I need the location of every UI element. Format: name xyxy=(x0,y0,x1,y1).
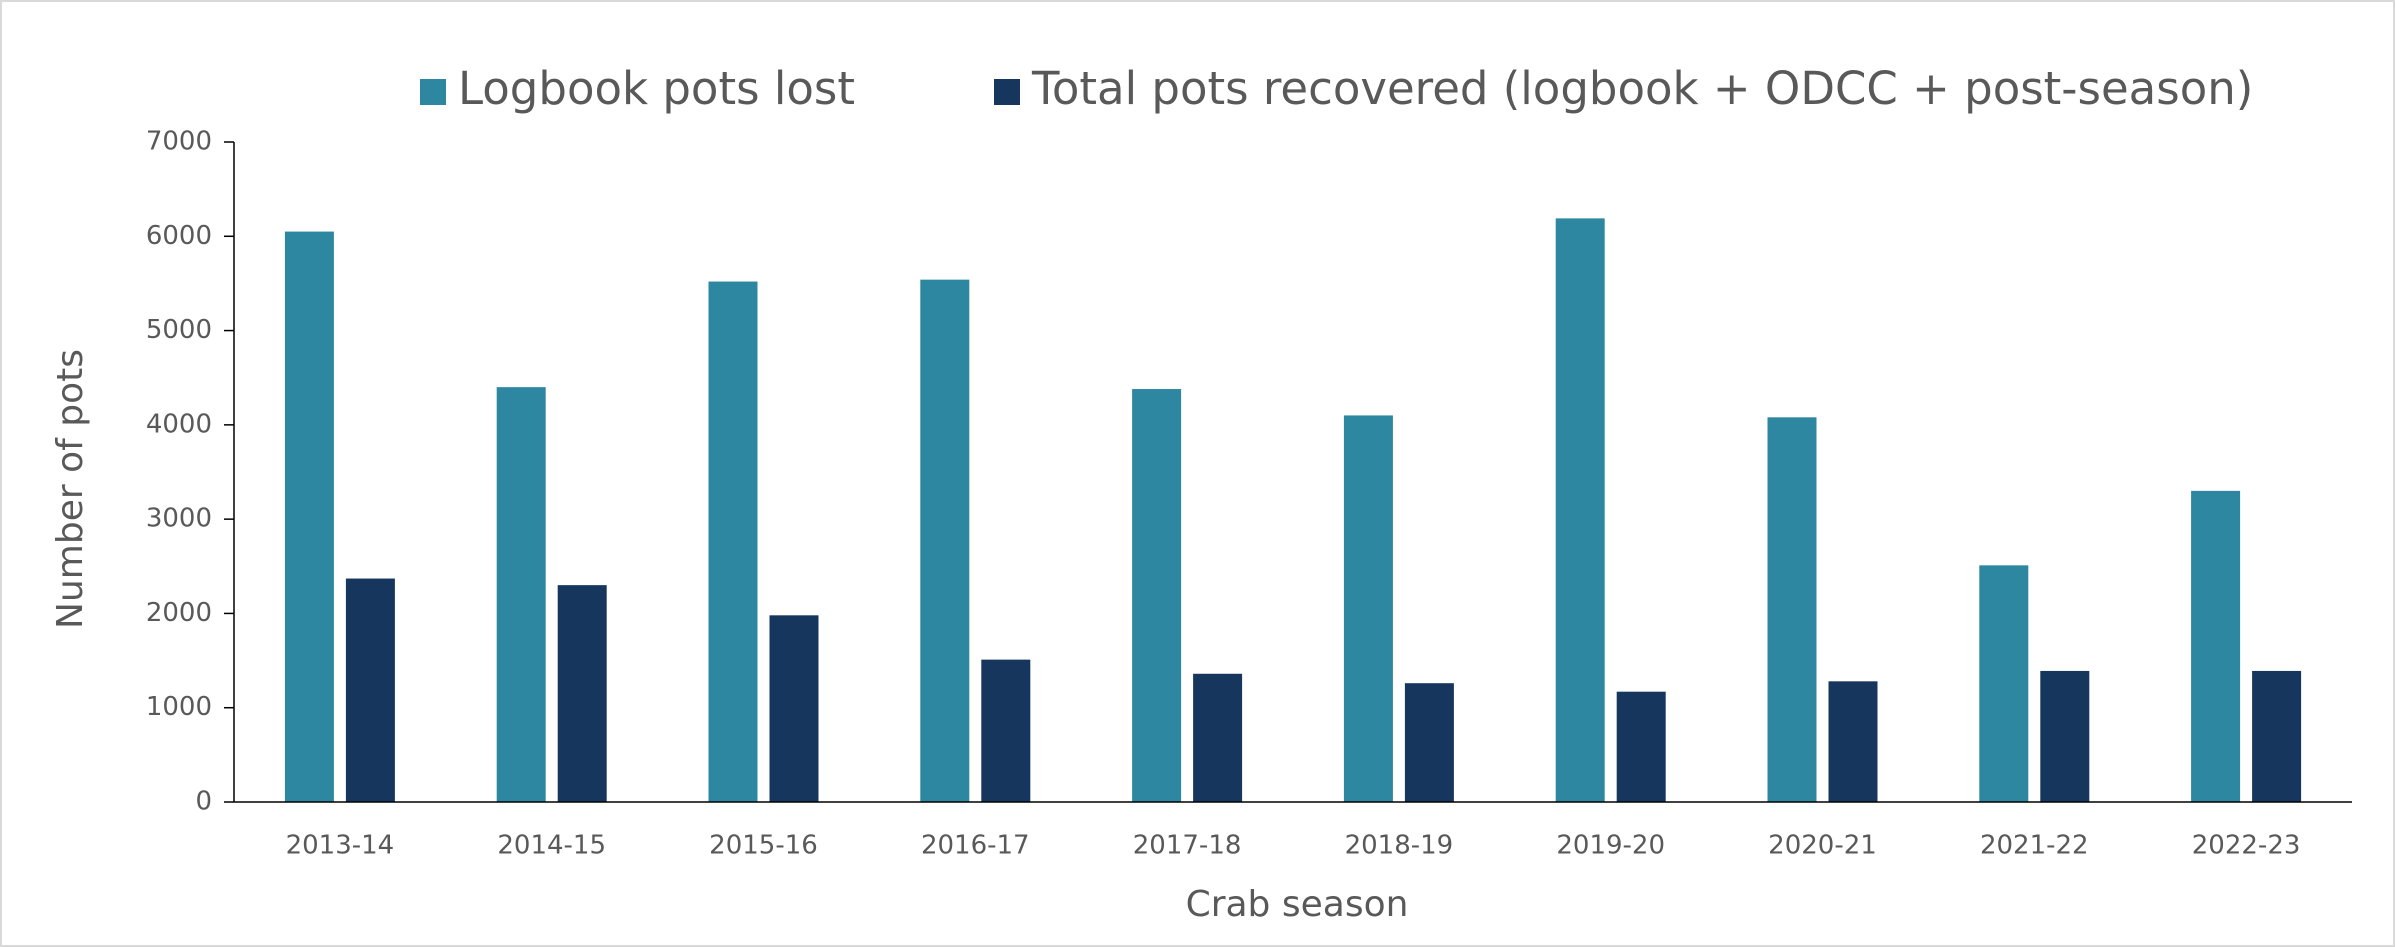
bar xyxy=(2252,670,2302,802)
bar xyxy=(1767,417,1817,802)
legend-swatch xyxy=(994,79,1020,105)
y-tick-label: 5000 xyxy=(146,315,212,345)
x-tick-label: 2018-19 xyxy=(1345,831,1454,861)
bar xyxy=(345,578,395,802)
y-tick-label: 2000 xyxy=(146,598,212,628)
legend-swatch xyxy=(420,79,446,105)
x-tick-label: 2021-22 xyxy=(1980,831,2089,861)
legend-label: Logbook pots lost xyxy=(458,62,855,115)
x-tick-label: 2014-15 xyxy=(497,831,606,861)
bar xyxy=(769,615,819,802)
x-tick-label: 2022-23 xyxy=(2192,831,2301,861)
y-tick-label: 4000 xyxy=(146,409,212,439)
x-tick-label: 2013-14 xyxy=(286,831,395,861)
x-tick-label: 2016-17 xyxy=(921,831,1030,861)
x-tick-label: 2017-18 xyxy=(1133,831,1242,861)
y-tick-label: 1000 xyxy=(146,692,212,722)
legend-label: Total pots recovered (logbook + ODCC + p… xyxy=(1031,62,2253,115)
y-axis-title: Number of pots xyxy=(50,349,91,629)
bar xyxy=(920,279,970,803)
x-axis-title: Crab season xyxy=(1186,884,1409,925)
bar xyxy=(2040,670,2090,802)
bar xyxy=(557,585,607,802)
bar xyxy=(284,231,334,803)
bar xyxy=(1343,415,1393,802)
y-tick-label: 7000 xyxy=(146,127,212,157)
bar xyxy=(1555,218,1605,802)
x-tick-label: 2020-21 xyxy=(1768,831,1877,861)
bar xyxy=(496,387,546,802)
bar xyxy=(708,281,758,802)
bar xyxy=(1193,673,1243,802)
x-tick-label: 2015-16 xyxy=(709,831,818,861)
y-tick-label: 6000 xyxy=(146,221,212,251)
bar xyxy=(1132,389,1182,802)
x-tick-label: 2019-20 xyxy=(1556,831,1665,861)
y-tick-label: 0 xyxy=(195,787,212,817)
bar xyxy=(2191,490,2241,802)
bar xyxy=(1828,681,1878,802)
bar xyxy=(1616,691,1666,802)
bar xyxy=(1404,683,1454,802)
bar xyxy=(981,659,1031,802)
y-tick-label: 3000 xyxy=(146,504,212,534)
bar xyxy=(1979,565,2029,802)
